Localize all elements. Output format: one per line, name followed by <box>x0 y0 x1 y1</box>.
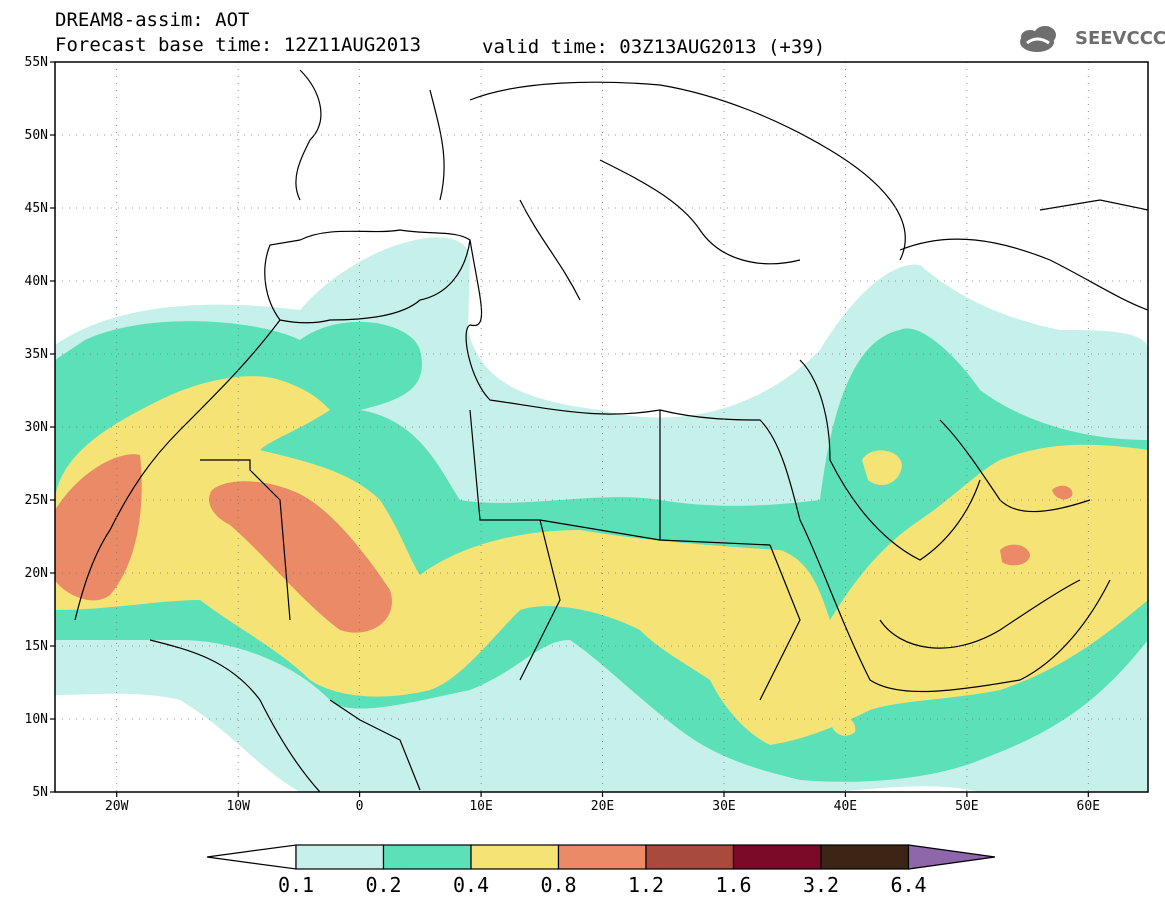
colorbar-label-0.8: 0.8 <box>540 873 577 897</box>
lon-label-60e: 60E <box>1076 799 1101 814</box>
lon-label-40e: 40E <box>833 799 858 814</box>
colorbar-label-1.6: 1.6 <box>715 873 752 897</box>
colorbar-label-0.2: 0.2 <box>365 873 402 897</box>
lat-label-55n: 55N <box>24 55 48 70</box>
aot-blob-gulf <box>1052 485 1073 500</box>
aot-patch-arabia <box>862 450 902 485</box>
aot-blob-oman <box>1000 544 1030 566</box>
lat-label-15n: 15N <box>24 639 48 654</box>
colorbar-label-3.2: 3.2 <box>802 873 840 897</box>
aot-patch-ethiopia <box>830 716 856 736</box>
lat-label-50n: 50N <box>24 128 48 143</box>
colorbar-label-6.4: 6.4 <box>890 873 927 897</box>
lon-label-10e: 10E <box>469 799 493 814</box>
lon-label-30e: 30E <box>712 799 736 814</box>
forecast-base-time: Forecast base time: 12Z11AUG2013 <box>55 34 422 56</box>
lat-label-25n: 25N <box>24 493 48 508</box>
colorbar-label-1.2: 1.2 <box>627 873 665 897</box>
valid-time: valid time: 03Z13AUG2013 (+39) <box>482 36 826 58</box>
lon-label-10w: 10W <box>226 799 250 814</box>
lat-label-45n: 45N <box>24 201 48 216</box>
lat-label-35n: 35N <box>24 347 48 362</box>
lon-label-0: 0 <box>355 799 364 814</box>
aot-band-0.4 <box>55 376 1148 745</box>
lat-label-20n: 20N <box>24 566 48 581</box>
lon-label-50e: 50E <box>955 799 979 814</box>
colorbar-label-0.4: 0.4 <box>452 873 490 897</box>
lon-label-20w: 20W <box>104 799 129 814</box>
colorbar-label-0.1: 0.1 <box>277 873 315 897</box>
lat-label-5n: 5N <box>32 785 48 800</box>
logo-text: SEEVCCC <box>1075 28 1165 49</box>
aot-blob-sahara <box>209 481 392 633</box>
tick-marks <box>50 61 1089 797</box>
gridlines <box>55 62 1148 792</box>
chart-title: DREAM8-assim: AOT <box>55 9 250 31</box>
lon-label-20e: 20E <box>590 799 615 814</box>
lat-label-30n: 30N <box>24 420 48 435</box>
aot-blob-west <box>55 454 142 601</box>
seevccc-logo <box>1020 26 1056 52</box>
lat-label-10n: 10N <box>24 712 48 727</box>
lat-label-40n: 40N <box>24 274 48 289</box>
